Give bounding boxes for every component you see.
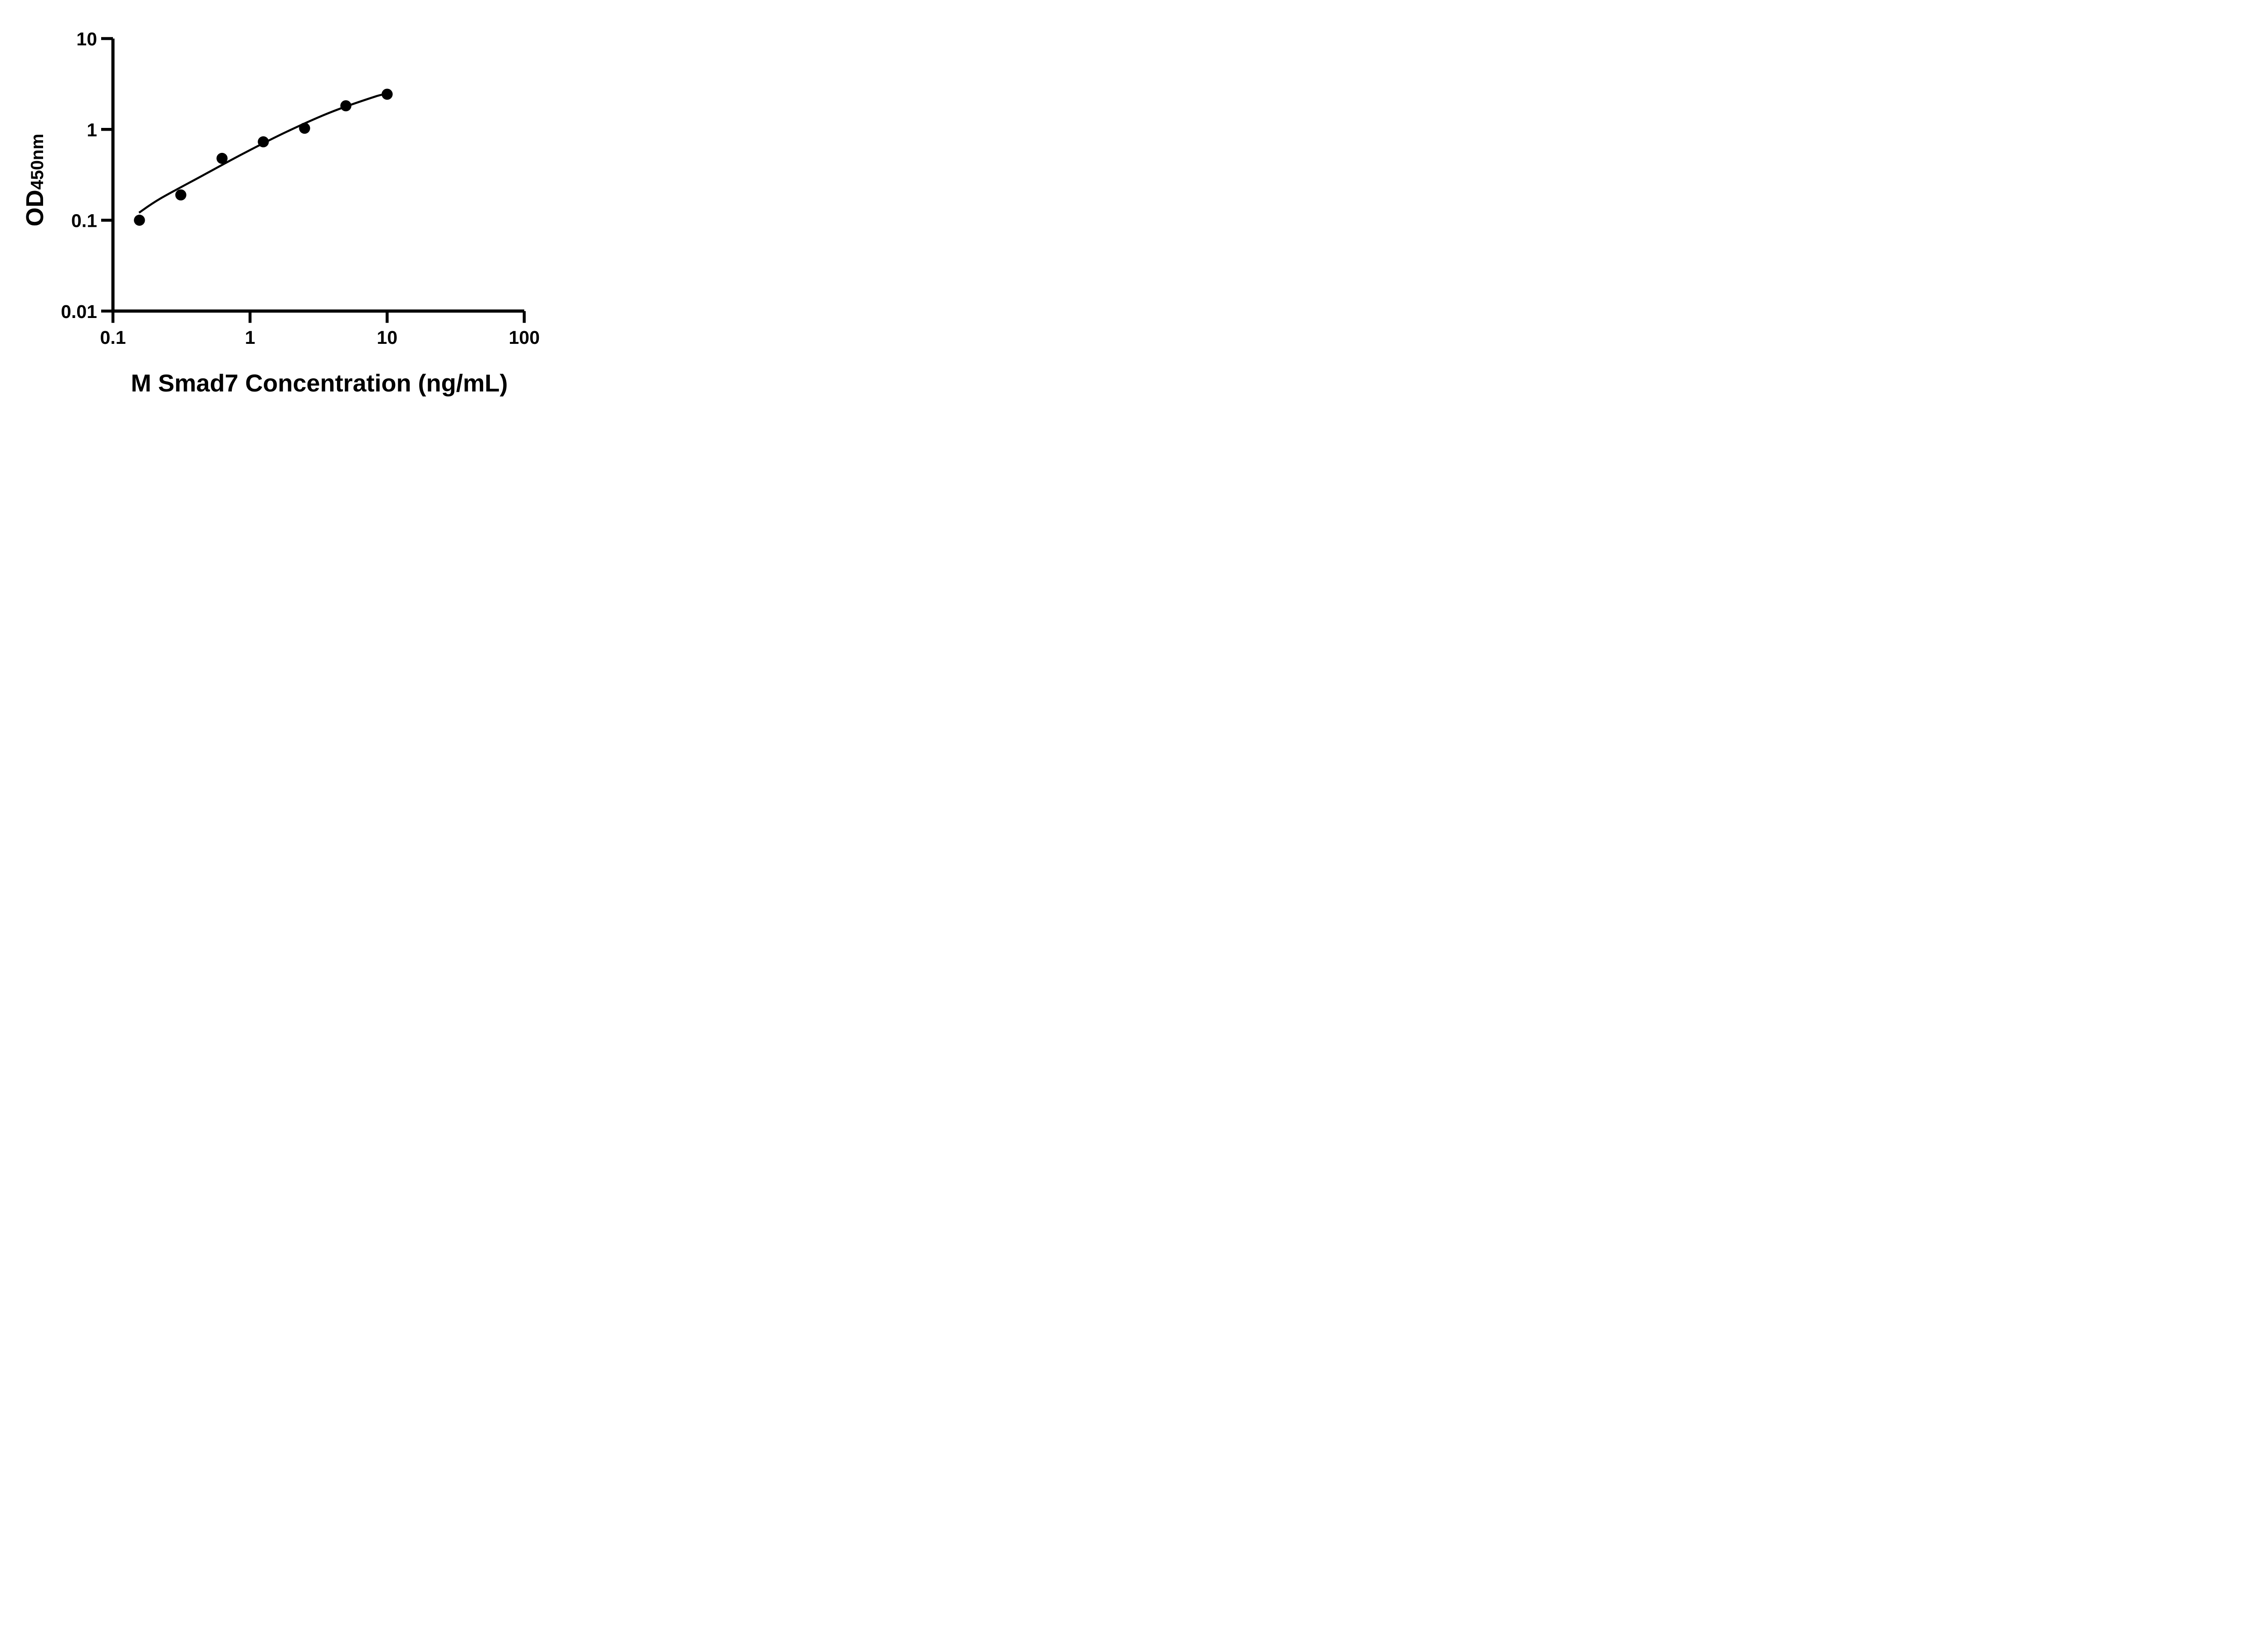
axes-spine [111,39,524,313]
y-tick-label: 1 [87,119,97,140]
data-point [134,215,145,226]
y-axis-title-subscript: 450nm [28,133,47,190]
x-tick-label: 100 [508,327,539,348]
data-point [381,88,393,100]
fit-curve [138,93,387,214]
elisa-standard-curve-figure: 10 1 0.1 0.01 0.1 1 10 100 OD 450nm M Smad7 Con… [0,0,583,408]
x-axis-title: M Smad7 Concentration (ng/mL) [131,370,508,397]
data-point [216,152,228,164]
data-point [175,189,186,200]
x-tick-label: 1 [245,327,255,348]
y-axis-title-main: OD [21,190,49,227]
y-tick-label: 10 [76,29,97,49]
y-tick-label: 0.01 [61,301,97,322]
x-tick-label: 0.1 [100,327,126,348]
x-tick-label: 10 [377,327,398,348]
y-axis-title: OD 450nm [21,134,49,227]
y-tick-label: 0.1 [71,210,97,231]
